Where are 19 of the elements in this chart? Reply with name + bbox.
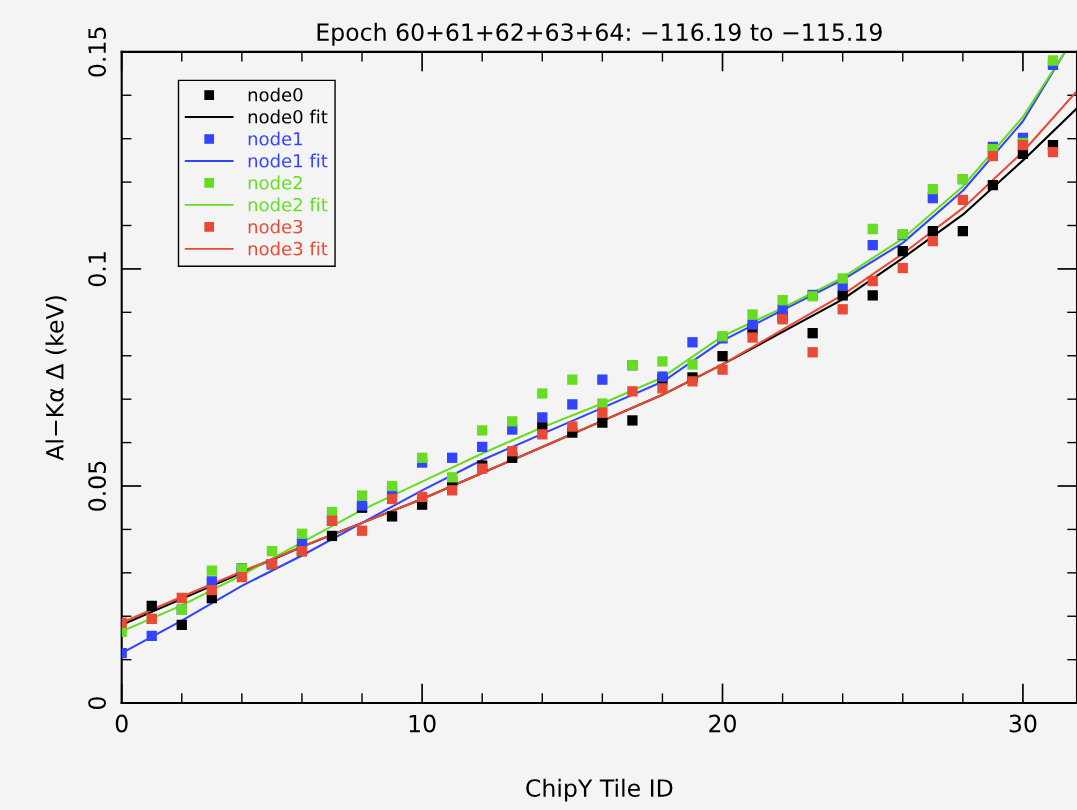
legend-label: node2 fit (248, 197, 328, 212)
x-tick-label: 0 (115, 714, 128, 733)
legend-label: node3 (248, 219, 303, 234)
y-tick-label: 0.1 (88, 252, 107, 287)
chart-title: Epoch 60+61+62+63+64: −116.19 to −115.19 (317, 22, 882, 46)
x-tick-label: 30 (1009, 714, 1037, 733)
legend-label: node0 fit (248, 109, 328, 124)
legend-label: node2 (248, 175, 302, 190)
legend-label: node1 (248, 131, 302, 146)
legend-label: node1 fit (248, 153, 328, 168)
legend-label: node0 (248, 87, 303, 102)
legend-label: node3 fit (248, 241, 328, 256)
x-tick-label: 10 (409, 714, 436, 733)
x-axis-title: ChipY Tile ID (526, 778, 673, 802)
y-tick-label: 0.05 (88, 461, 107, 511)
x-tick-label: 20 (709, 714, 736, 733)
y-tick-label: 0 (88, 697, 107, 710)
y-tick-label: 0.15 (88, 27, 107, 77)
y-axis-title: Al−Kα Δ (keV) (45, 296, 67, 461)
